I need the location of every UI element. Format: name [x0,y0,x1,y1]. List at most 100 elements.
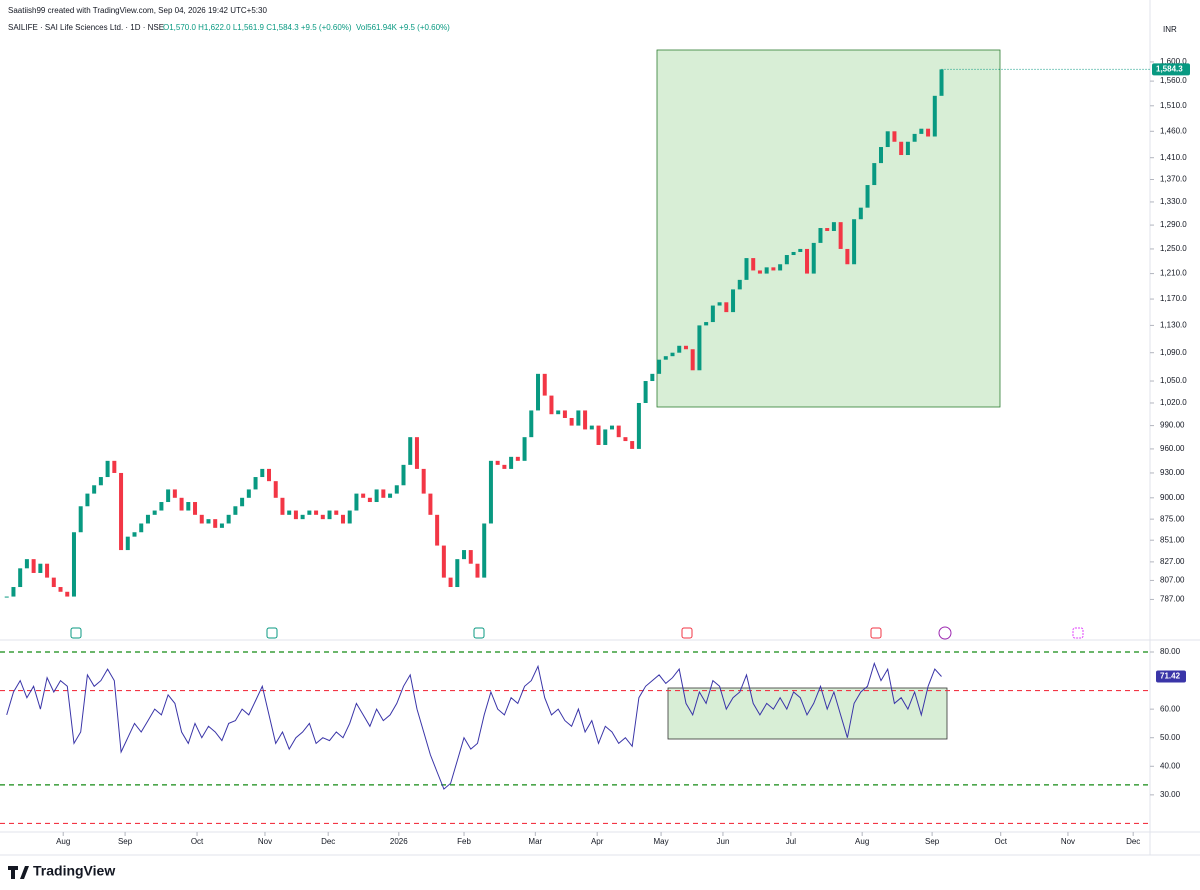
x-tick-label: Feb [457,837,471,846]
y-tick-label: 990.00 [1160,421,1185,430]
candle [596,425,601,445]
earnings-icon [266,627,278,639]
candle [4,596,9,598]
candle [704,322,709,326]
credit: Saatiish99 created with TradingView.com,… [8,6,267,15]
candle [878,147,883,164]
candle [670,352,675,357]
candle [852,219,857,265]
candle [24,559,29,569]
candle [939,69,944,96]
candle [650,373,655,382]
candle [630,441,635,449]
candle [455,559,460,588]
candle [361,493,366,498]
candle [462,550,467,560]
candle [159,502,164,511]
candle [831,222,836,231]
y-tick-label: 875.00 [1160,514,1185,523]
candle [367,497,372,503]
candle [314,510,319,515]
candle [18,568,23,588]
candle [193,502,198,515]
candle [58,587,63,592]
candle [428,493,433,515]
y-tick-label: 807.00 [1160,576,1185,585]
candle [354,493,359,511]
x-tick-label: Nov [1061,837,1075,846]
earnings-icon [681,627,693,639]
candle [690,349,695,371]
candle [300,514,305,520]
symbol: SAILIFE · SAI Life Sciences Ltd. · 1D · … [8,23,164,32]
candle [65,591,70,597]
earnings-icons [70,626,1084,640]
candle [643,381,648,403]
logo-icon [8,866,29,879]
candle [899,141,904,156]
y-tick-label: 1,460.0 [1160,126,1187,135]
x-tick-label: Nov [258,837,272,846]
x-tick-label: Dec [321,837,335,846]
candle [784,255,789,265]
candle [683,345,688,350]
candle [764,267,769,274]
candle [51,577,56,588]
candle [805,248,810,274]
rsi-badge [1156,670,1186,683]
candle [771,267,776,271]
candle [401,464,406,486]
candle [509,456,514,469]
candle [858,207,863,220]
candle [576,410,581,426]
candle [744,258,749,280]
candle [112,460,117,473]
x-tick-label: 2026 [390,837,408,846]
candle [556,410,561,415]
y-tick-label: 1,130.0 [1160,321,1187,330]
candle [92,485,97,494]
candle [267,468,272,482]
y-tick-label: 40.00 [1160,761,1181,770]
candle [549,395,554,415]
candle [78,506,83,533]
candle [139,523,144,533]
y-tick-label: 50.00 [1160,733,1181,742]
candle [475,563,480,578]
candle [199,514,204,524]
candle [260,468,265,478]
candle [569,417,574,426]
x-tick-label: Aug [855,837,869,846]
candle [179,497,184,511]
y-tick-label: 1,410.0 [1160,153,1187,162]
y-tick-label: 930.00 [1160,468,1185,477]
y-tick-label: 1,330.0 [1160,197,1187,206]
candle [414,437,419,469]
candle [31,559,36,573]
candle [710,305,715,323]
candle [213,519,218,528]
candle [240,497,245,507]
candle [905,141,910,156]
earnings-icon [473,627,485,639]
x-tick-label: Oct [994,837,1007,846]
candle [542,373,547,396]
last-price-label: 1,584.3 [1156,65,1183,74]
y-tick-label: 1,090.0 [1160,348,1187,357]
candle [186,502,191,511]
y-tick-label: 1,210.0 [1160,269,1187,278]
y-tick-label: 1,370.0 [1160,175,1187,184]
candle [482,523,487,578]
brand: TradingView [33,863,115,879]
y-tick-label: 80.00 [1160,647,1181,656]
candle [105,460,110,478]
candle [751,258,756,271]
event-icon [938,626,952,640]
x-tick-label: Sep [118,837,133,846]
rsi-line [6,661,942,790]
candle [522,437,527,461]
y-tick-label: 960.00 [1160,444,1185,453]
candle [172,489,177,498]
candle [280,497,285,515]
